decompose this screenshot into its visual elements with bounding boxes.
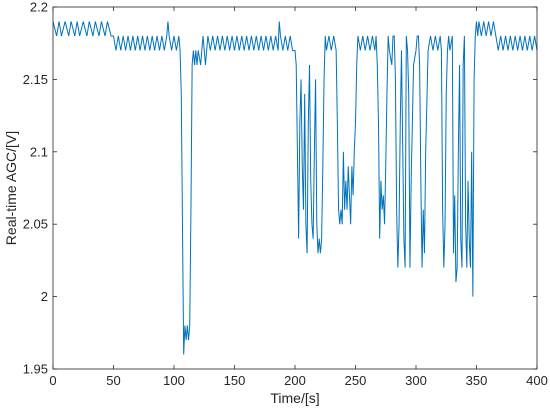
- x-tick-label: 400: [526, 373, 548, 388]
- y-tick-label: 2.05: [23, 217, 48, 232]
- x-tick-label: 350: [466, 373, 488, 388]
- y-axis-title: Real-time AGC/[V]: [3, 131, 19, 245]
- x-axis-title: Time/[s]: [270, 390, 319, 406]
- y-tick-label: 2.1: [30, 144, 48, 159]
- y-tick-label: 2: [41, 289, 48, 304]
- agc-series-line: [52, 21, 538, 355]
- data-layer: [52, 21, 538, 355]
- x-tick-label: 150: [224, 373, 246, 388]
- x-axis-ticks: 0 50 100 150 200 250 300 350 400: [49, 7, 548, 388]
- plot-background: [53, 7, 537, 369]
- y-axis-ticks: 1.95 2 2.05 2.1 2.15 2.2: [23, 0, 537, 377]
- y-tick-label: 2.2: [30, 0, 48, 15]
- x-tick-label: 300: [405, 373, 427, 388]
- x-tick-label: 200: [284, 373, 306, 388]
- x-tick-label: 100: [163, 373, 185, 388]
- y-tick-label: 2.15: [23, 72, 48, 87]
- x-tick-label: 250: [345, 373, 367, 388]
- x-tick-label: 50: [106, 373, 120, 388]
- y-tick-label: 1.95: [23, 362, 48, 377]
- x-tick-label: 0: [49, 373, 56, 388]
